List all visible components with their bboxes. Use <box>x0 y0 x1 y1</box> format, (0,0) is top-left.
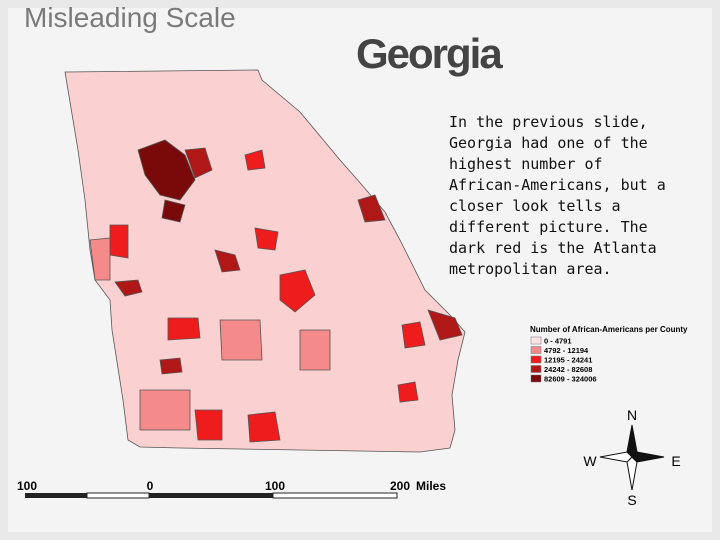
scale-label: 100 <box>265 479 285 493</box>
county <box>401 321 426 349</box>
scale-bar: 100 0 100 200 Miles <box>17 479 446 499</box>
legend-swatch <box>530 365 542 373</box>
scale-segment <box>25 493 87 498</box>
county <box>89 237 111 281</box>
legend-swatch <box>530 374 542 383</box>
county <box>139 389 191 431</box>
county <box>161 199 186 223</box>
county <box>114 279 143 297</box>
legend-swatch <box>530 336 542 345</box>
county <box>159 357 183 375</box>
county <box>357 194 386 223</box>
scale-unit: Miles <box>416 479 446 493</box>
county <box>184 147 213 179</box>
county <box>299 329 331 371</box>
county <box>254 227 279 251</box>
body-text: In the previous slide, Georgia had one o… <box>449 113 666 278</box>
county <box>279 269 316 313</box>
county <box>247 411 281 443</box>
legend-label: 4792 - 12194 <box>544 346 589 355</box>
county <box>109 224 129 259</box>
georgia-map <box>64 69 466 453</box>
county <box>244 149 266 171</box>
legend-label: 0 - 4791 <box>544 337 572 346</box>
compass-w: W <box>583 453 597 469</box>
compass: N S W E <box>583 407 680 508</box>
scale-segment <box>86 492 150 499</box>
legend-swatch <box>530 346 542 354</box>
map-title: Georgia <box>356 30 503 77</box>
county <box>397 381 419 403</box>
county <box>427 309 463 341</box>
legend-label: 12195 - 24241 <box>544 356 592 365</box>
scale-label: 200 <box>390 479 410 493</box>
slide-title: Misleading Scale <box>24 2 236 33</box>
county <box>167 317 201 341</box>
compass-n: N <box>627 407 637 423</box>
scale-label: 0 <box>147 479 154 493</box>
legend-label: 24242 - 82608 <box>544 365 592 374</box>
legend-label: 82609 - 324006 <box>544 375 597 384</box>
county <box>214 249 241 273</box>
legend: Number of African-Americans per County 0… <box>530 325 688 384</box>
county-atlanta <box>137 139 196 201</box>
scale-label: 100 <box>17 479 37 493</box>
scale-segment <box>272 492 398 499</box>
legend-title: Number of African-Americans per County <box>530 325 688 334</box>
scale-segment <box>149 493 273 498</box>
compass-s: S <box>627 492 636 508</box>
county <box>219 319 263 361</box>
compass-e: E <box>671 453 680 469</box>
county <box>194 409 223 441</box>
legend-swatch <box>530 355 542 364</box>
